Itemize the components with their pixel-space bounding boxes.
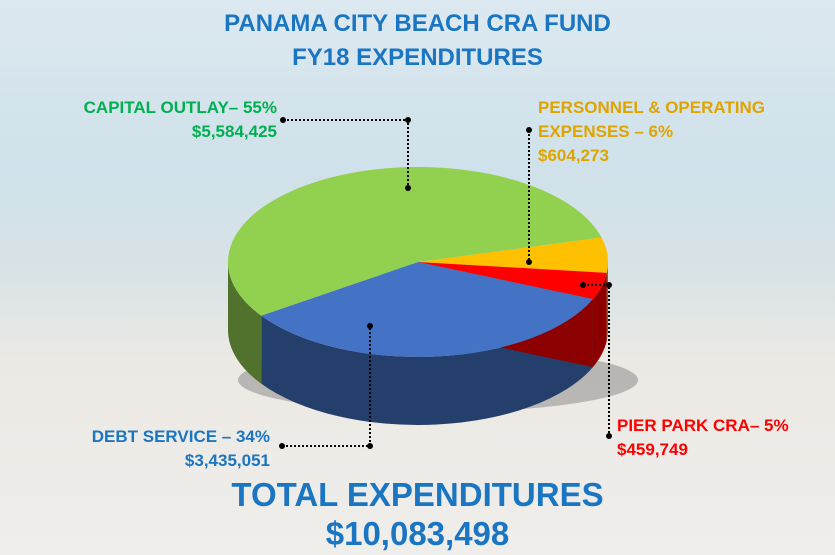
leader-dot [606,433,612,439]
pie-slice-side [592,272,607,368]
leader-dot [280,117,286,123]
pie-slice-side [228,262,262,384]
leader-dot [526,127,532,133]
slice-value: $5,584,425 [191,122,277,141]
leader-dot [606,282,612,288]
leader-dot [367,323,373,329]
leader-dot [405,185,411,191]
slice-label: DEBT SERVICE – 34% [91,427,270,446]
chart-subtitle: FY18 EXPENDITURES [292,44,543,71]
slice-label: CAPITAL OUTLAY– 55% [83,98,277,117]
pie-slice [418,237,608,273]
slice-value: $604,273 [538,146,609,165]
total-value: $10,083,498 [325,515,510,552]
leader-dot [526,259,532,265]
leader-dot [279,443,285,449]
leader-dot [580,282,586,288]
leader-dot [367,443,373,449]
slice-label: PIER PARK CRA– 5% [617,416,789,435]
slice-label: PERSONNEL & OPERATING EXPENSES – 6% [538,98,766,141]
total-title: TOTAL EXPENDITURES [231,476,604,513]
pie-slice-side [261,299,593,425]
pie-slice-side [606,262,608,341]
slice-value: $459,749 [617,440,688,459]
pie-slice [261,262,593,357]
leader-dot [405,117,411,123]
pie-slice [418,262,607,300]
pie-slice [228,167,602,316]
chart-title: PANAMA CITY BEACH CRA FUND [224,10,611,37]
slice-value: $3,435,051 [184,451,270,470]
